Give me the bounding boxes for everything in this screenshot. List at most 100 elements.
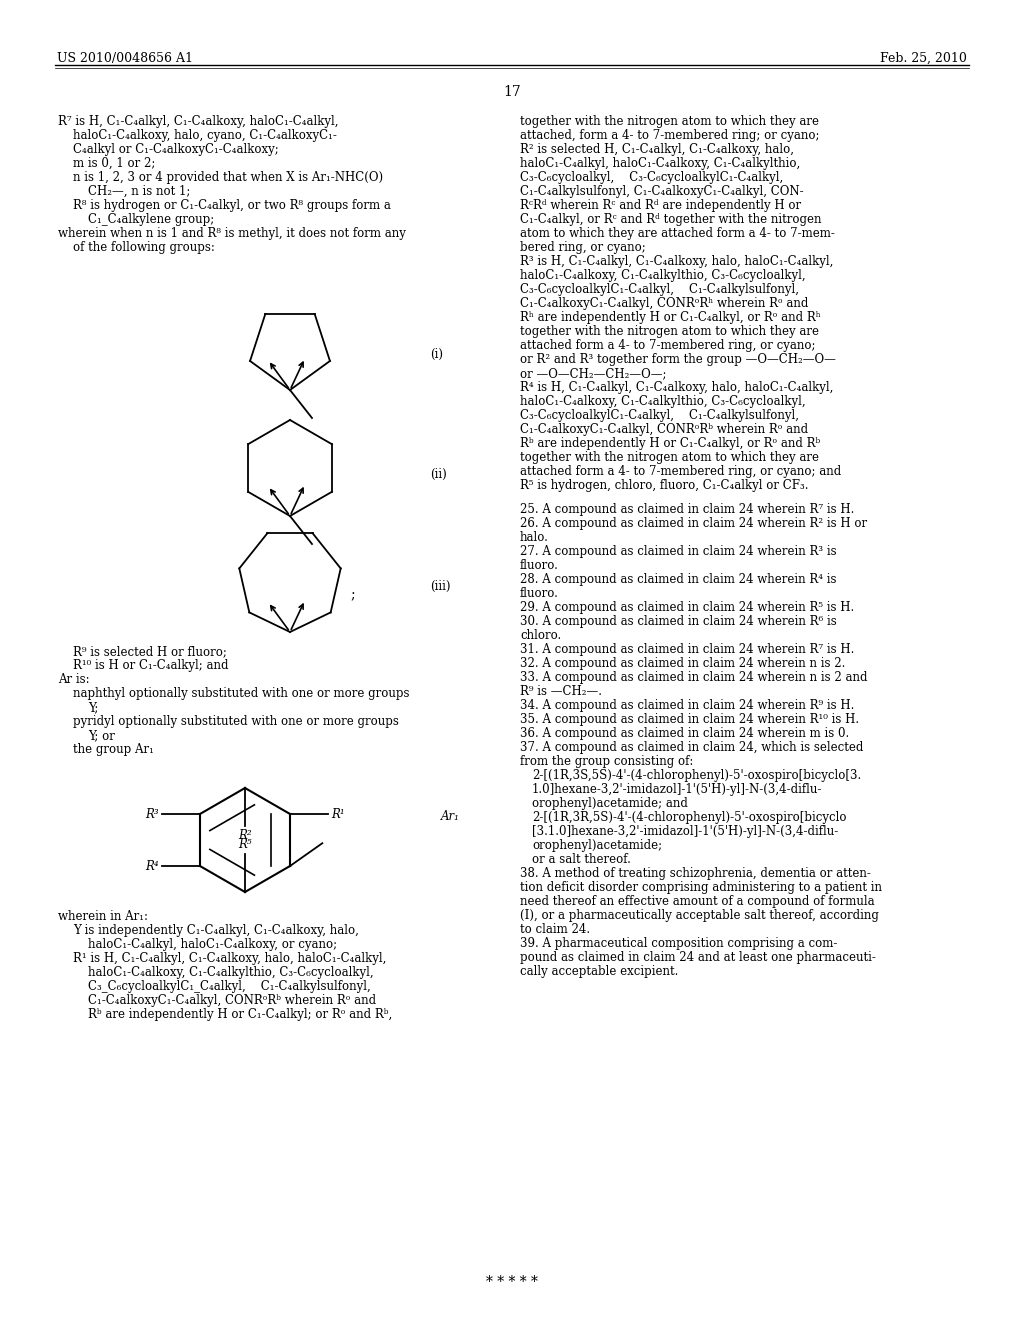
- Text: attached form a 4- to 7-membered ring, or cyano;: attached form a 4- to 7-membered ring, o…: [520, 339, 815, 352]
- Text: 30. A compound as claimed in claim 24 wherein R⁶ is: 30. A compound as claimed in claim 24 wh…: [520, 615, 837, 628]
- Text: R⁸ is hydrogen or C₁-C₄alkyl, or two R⁸ groups form a: R⁸ is hydrogen or C₁-C₄alkyl, or two R⁸ …: [73, 199, 391, 213]
- Text: US 2010/0048656 A1: US 2010/0048656 A1: [57, 51, 193, 65]
- Text: 29. A compound as claimed in claim 24 wherein R⁵ is H.: 29. A compound as claimed in claim 24 wh…: [520, 601, 854, 614]
- Text: or a salt thereof.: or a salt thereof.: [532, 853, 631, 866]
- Text: R¹⁰ is H or C₁-C₄alkyl; and: R¹⁰ is H or C₁-C₄alkyl; and: [73, 659, 228, 672]
- Text: together with the nitrogen atom to which they are: together with the nitrogen atom to which…: [520, 325, 819, 338]
- Text: from the group consisting of:: from the group consisting of:: [520, 755, 693, 768]
- Text: 39. A pharmaceutical composition comprising a com-: 39. A pharmaceutical composition compris…: [520, 937, 838, 950]
- Text: together with the nitrogen atom to which they are: together with the nitrogen atom to which…: [520, 451, 819, 465]
- Text: 25. A compound as claimed in claim 24 wherein R⁷ is H.: 25. A compound as claimed in claim 24 wh…: [520, 503, 854, 516]
- Text: orophenyl)acetamide;: orophenyl)acetamide;: [532, 840, 663, 851]
- Text: 33. A compound as claimed in claim 24 wherein n is 2 and: 33. A compound as claimed in claim 24 wh…: [520, 671, 867, 684]
- Text: R³ is H, C₁-C₄alkyl, C₁-C₄alkoxy, halo, haloC₁-C₄alkyl,: R³ is H, C₁-C₄alkyl, C₁-C₄alkoxy, halo, …: [520, 255, 834, 268]
- Text: R⁵ is hydrogen, chloro, fluoro, C₁-C₄alkyl or CF₃.: R⁵ is hydrogen, chloro, fluoro, C₁-C₄alk…: [520, 479, 809, 492]
- Text: fluoro.: fluoro.: [520, 558, 559, 572]
- Text: orophenyl)acetamide; and: orophenyl)acetamide; and: [532, 797, 688, 810]
- Text: 27. A compound as claimed in claim 24 wherein R³ is: 27. A compound as claimed in claim 24 wh…: [520, 545, 837, 558]
- Text: naphthyl optionally substituted with one or more groups: naphthyl optionally substituted with one…: [73, 686, 410, 700]
- Text: Ar is:: Ar is:: [58, 673, 90, 686]
- Text: atom to which they are attached form a 4- to 7-mem-: atom to which they are attached form a 4…: [520, 227, 835, 240]
- Text: (iii): (iii): [430, 579, 451, 593]
- Text: R³: R³: [145, 808, 159, 821]
- Text: R¹: R¹: [331, 808, 345, 821]
- Text: 28. A compound as claimed in claim 24 wherein R⁴ is: 28. A compound as claimed in claim 24 wh…: [520, 573, 837, 586]
- Text: (I), or a pharmaceutically acceptable salt thereof, according: (I), or a pharmaceutically acceptable sa…: [520, 909, 879, 921]
- Text: Y; or: Y; or: [88, 729, 115, 742]
- Text: C₁-C₄alkoxyC₁-C₄alkyl, CONRᵒRᵇ wherein Rᵒ and: C₁-C₄alkoxyC₁-C₄alkyl, CONRᵒRᵇ wherein R…: [520, 422, 808, 436]
- Text: attached form a 4- to 7-membered ring, or cyano; and: attached form a 4- to 7-membered ring, o…: [520, 465, 842, 478]
- Text: cally acceptable excipient.: cally acceptable excipient.: [520, 965, 678, 978]
- Text: 26. A compound as claimed in claim 24 wherein R² is H or: 26. A compound as claimed in claim 24 wh…: [520, 517, 867, 531]
- Text: Y is independently C₁-C₄alkyl, C₁-C₄alkoxy, halo,: Y is independently C₁-C₄alkyl, C₁-C₄alko…: [73, 924, 358, 937]
- Text: R²: R²: [239, 829, 252, 842]
- Text: Rᵇ are independently H or C₁-C₄alkyl, or Rᵒ and Rᵇ: Rᵇ are independently H or C₁-C₄alkyl, or…: [520, 437, 820, 450]
- Text: 35. A compound as claimed in claim 24 wherein R¹⁰ is H.: 35. A compound as claimed in claim 24 wh…: [520, 713, 859, 726]
- Text: C₄alkyl or C₁-C₄alkoxyC₁-C₄alkoxy;: C₄alkyl or C₁-C₄alkoxyC₁-C₄alkoxy;: [73, 143, 279, 156]
- Text: fluoro.: fluoro.: [520, 587, 559, 601]
- Text: R¹ is H, C₁-C₄alkyl, C₁-C₄alkoxy, halo, haloC₁-C₄alkyl,: R¹ is H, C₁-C₄alkyl, C₁-C₄alkoxy, halo, …: [73, 952, 386, 965]
- Text: C₃_C₆cycloalkylC₁_C₄alkyl,    C₁-C₄alkylsulfonyl,: C₃_C₆cycloalkylC₁_C₄alkyl, C₁-C₄alkylsul…: [88, 979, 371, 993]
- Text: or —O—CH₂—CH₂—O—;: or —O—CH₂—CH₂—O—;: [520, 367, 667, 380]
- Text: haloC₁-C₄alkyl, haloC₁-C₄alkoxy, or cyano;: haloC₁-C₄alkyl, haloC₁-C₄alkoxy, or cyan…: [88, 939, 337, 950]
- Text: C₁_C₄alkylene group;: C₁_C₄alkylene group;: [88, 213, 214, 226]
- Text: wherein when n is 1 and R⁸ is methyl, it does not form any: wherein when n is 1 and R⁸ is methyl, it…: [58, 227, 406, 240]
- Text: haloC₁-C₄alkoxy, halo, cyano, C₁-C₄alkoxyC₁-: haloC₁-C₄alkoxy, halo, cyano, C₁-C₄alkox…: [73, 129, 337, 143]
- Text: the group Ar₁: the group Ar₁: [73, 743, 154, 756]
- Text: R⁷ is H, C₁-C₄alkyl, C₁-C₄alkoxy, haloC₁-C₄alkyl,: R⁷ is H, C₁-C₄alkyl, C₁-C₄alkoxy, haloC₁…: [58, 115, 339, 128]
- Text: C₁-C₄alkyl, or Rᶜ and Rᵈ together with the nitrogen: C₁-C₄alkyl, or Rᶜ and Rᵈ together with t…: [520, 213, 821, 226]
- Text: 2-[(1R,3R,5S)-4'-(4-chlorophenyl)-5'-oxospiro[bicyclo: 2-[(1R,3R,5S)-4'-(4-chlorophenyl)-5'-oxo…: [532, 810, 847, 824]
- Text: haloC₁-C₄alkoxy, C₁-C₄alkylthio, C₃-C₆cycloalkyl,: haloC₁-C₄alkoxy, C₁-C₄alkylthio, C₃-C₆cy…: [520, 269, 806, 282]
- Text: C₁-C₄alkoxyC₁-C₄alkyl, CONRᵒRᵇ wherein Rᵒ and: C₁-C₄alkoxyC₁-C₄alkyl, CONRᵒRᵇ wherein R…: [88, 994, 376, 1007]
- Text: CH₂—, n is not 1;: CH₂—, n is not 1;: [88, 185, 190, 198]
- Text: R⁴ is H, C₁-C₄alkyl, C₁-C₄alkoxy, halo, haloC₁-C₄alkyl,: R⁴ is H, C₁-C₄alkyl, C₁-C₄alkoxy, halo, …: [520, 381, 834, 393]
- Text: need thereof an effective amount of a compound of formula: need thereof an effective amount of a co…: [520, 895, 874, 908]
- Text: chloro.: chloro.: [520, 630, 561, 642]
- Text: C₃-C₆cycloalkylC₁-C₄alkyl,    C₁-C₄alkylsulfonyl,: C₃-C₆cycloalkylC₁-C₄alkyl, C₁-C₄alkylsul…: [520, 282, 799, 296]
- Text: Rᵇ are independently H or C₁-C₄alkyl; or Rᵒ and Rᵇ,: Rᵇ are independently H or C₁-C₄alkyl; or…: [88, 1008, 392, 1020]
- Text: 37. A compound as claimed in claim 24, which is selected: 37. A compound as claimed in claim 24, w…: [520, 741, 863, 754]
- Text: Feb. 25, 2010: Feb. 25, 2010: [880, 51, 967, 65]
- Text: * * * * *: * * * * *: [486, 1275, 538, 1290]
- Text: R² is selected H, C₁-C₄alkyl, C₁-C₄alkoxy, halo,: R² is selected H, C₁-C₄alkyl, C₁-C₄alkox…: [520, 143, 794, 156]
- Text: C₃-C₆cycloalkylC₁-C₄alkyl,    C₁-C₄alkylsulfonyl,: C₃-C₆cycloalkylC₁-C₄alkyl, C₁-C₄alkylsul…: [520, 409, 799, 422]
- Text: haloC₁-C₄alkoxy, C₁-C₄alkylthio, C₃-C₆cycloalkyl,: haloC₁-C₄alkoxy, C₁-C₄alkylthio, C₃-C₆cy…: [520, 395, 806, 408]
- Text: R⁵: R⁵: [239, 838, 252, 851]
- Text: 1.0]hexane-3,2'-imidazol]-1'(5'H)-yl]-N-(3,4-diflu-: 1.0]hexane-3,2'-imidazol]-1'(5'H)-yl]-N-…: [532, 783, 822, 796]
- Text: C₁-C₄alkylsulfonyl, C₁-C₄alkoxyC₁-C₄alkyl, CON-: C₁-C₄alkylsulfonyl, C₁-C₄alkoxyC₁-C₄alky…: [520, 185, 804, 198]
- Text: attached, form a 4- to 7-membered ring; or cyano;: attached, form a 4- to 7-membered ring; …: [520, 129, 819, 143]
- Text: haloC₁-C₄alkyl, haloC₁-C₄alkoxy, C₁-C₄alkylthio,: haloC₁-C₄alkyl, haloC₁-C₄alkoxy, C₁-C₄al…: [520, 157, 800, 170]
- Text: or R² and R³ together form the group —O—CH₂—O—: or R² and R³ together form the group —O—…: [520, 352, 836, 366]
- Text: R⁹ is —CH₂—.: R⁹ is —CH₂—.: [520, 685, 602, 698]
- Text: [3.1.0]hexane-3,2'-imidazol]-1'(5'H)-yl]-N-(3,4-diflu-: [3.1.0]hexane-3,2'-imidazol]-1'(5'H)-yl]…: [532, 825, 839, 838]
- Text: of the following groups:: of the following groups:: [73, 242, 215, 253]
- Text: 17: 17: [503, 84, 521, 99]
- Text: ;: ;: [350, 587, 354, 602]
- Text: C₁-C₄alkoxyC₁-C₄alkyl, CONRᵒRʰ wherein Rᵒ and: C₁-C₄alkoxyC₁-C₄alkyl, CONRᵒRʰ wherein R…: [520, 297, 808, 310]
- Text: C₃-C₆cycloalkyl,    C₃-C₆cycloalkylC₁-C₄alkyl,: C₃-C₆cycloalkyl, C₃-C₆cycloalkylC₁-C₄alk…: [520, 172, 783, 183]
- Text: R⁹ is selected H or fluoro;: R⁹ is selected H or fluoro;: [73, 645, 227, 657]
- Text: together with the nitrogen atom to which they are: together with the nitrogen atom to which…: [520, 115, 819, 128]
- Text: pound as claimed in claim 24 and at least one pharmaceuti-: pound as claimed in claim 24 and at leas…: [520, 950, 876, 964]
- Text: (i): (i): [430, 348, 443, 360]
- Text: tion deficit disorder comprising administering to a patient in: tion deficit disorder comprising adminis…: [520, 880, 882, 894]
- Text: (ii): (ii): [430, 469, 446, 480]
- Text: 31. A compound as claimed in claim 24 wherein R⁷ is H.: 31. A compound as claimed in claim 24 wh…: [520, 643, 854, 656]
- Text: RᶜRᵈ wherein Rᶜ and Rᵈ are independently H or: RᶜRᵈ wherein Rᶜ and Rᵈ are independently…: [520, 199, 801, 213]
- Text: pyridyl optionally substituted with one or more groups: pyridyl optionally substituted with one …: [73, 715, 399, 729]
- Text: bered ring, or cyano;: bered ring, or cyano;: [520, 242, 646, 253]
- Text: 32. A compound as claimed in claim 24 wherein n is 2.: 32. A compound as claimed in claim 24 wh…: [520, 657, 846, 671]
- Text: to claim 24.: to claim 24.: [520, 923, 590, 936]
- Text: 2-[(1R,3S,5S)-4'-(4-chlorophenyl)-5'-oxospiro[bicyclo[3.: 2-[(1R,3S,5S)-4'-(4-chlorophenyl)-5'-oxo…: [532, 770, 861, 781]
- Text: 36. A compound as claimed in claim 24 wherein m is 0.: 36. A compound as claimed in claim 24 wh…: [520, 727, 849, 741]
- Text: 38. A method of treating schizophrenia, dementia or atten-: 38. A method of treating schizophrenia, …: [520, 867, 870, 880]
- Text: Y;: Y;: [88, 701, 98, 714]
- Text: 34. A compound as claimed in claim 24 wherein R⁹ is H.: 34. A compound as claimed in claim 24 wh…: [520, 700, 854, 711]
- Text: m is 0, 1 or 2;: m is 0, 1 or 2;: [73, 157, 156, 170]
- Text: n is 1, 2, 3 or 4 provided that when X is Ar₁-NHC(O): n is 1, 2, 3 or 4 provided that when X i…: [73, 172, 383, 183]
- Text: Ar₁: Ar₁: [441, 810, 460, 822]
- Text: halo.: halo.: [520, 531, 549, 544]
- Text: R⁴: R⁴: [145, 859, 159, 873]
- Text: haloC₁-C₄alkoxy, C₁-C₄alkylthio, C₃-C₆cycloalkyl,: haloC₁-C₄alkoxy, C₁-C₄alkylthio, C₃-C₆cy…: [88, 966, 374, 979]
- Text: Rʰ are independently H or C₁-C₄alkyl, or Rᵒ and Rʰ: Rʰ are independently H or C₁-C₄alkyl, or…: [520, 312, 821, 323]
